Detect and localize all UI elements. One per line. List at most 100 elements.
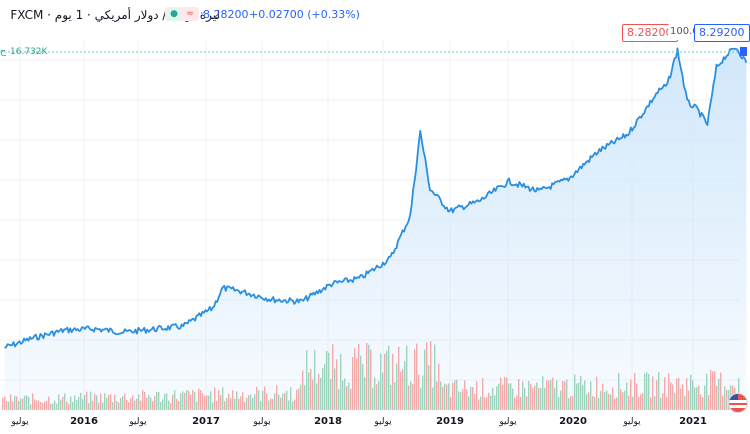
volume-bar [504,377,506,410]
volume-bar [52,403,54,410]
volume-bar [144,391,146,410]
volume-bar [620,389,622,410]
volume-bar [122,396,124,410]
volume-bar [160,402,162,410]
volume-bar [16,396,18,410]
volume-bar [240,396,242,410]
volume-bar [432,387,434,410]
volume-bar [566,379,568,410]
volume-bar [18,401,20,410]
status-dot-icon[interactable]: ● [165,7,183,21]
volume-bar [408,385,410,410]
volume-bar [220,395,222,410]
volume-bar [60,399,62,410]
ask-price-box[interactable]: 8.29200 [694,24,750,42]
volume-bar [324,363,326,410]
volume-bar [410,381,412,410]
volume-bar [648,373,650,410]
volume-bar [684,396,686,410]
volume-bar [214,387,216,410]
volume-bar [326,350,328,410]
volume-bar [412,383,414,410]
volume-bar [236,391,238,410]
volume-bar [12,401,14,410]
volume-bar [536,382,538,410]
volume-bar [688,390,690,410]
volume-bar [132,395,134,410]
volume-bar [244,402,246,410]
volume-bar [180,393,182,410]
volume-bar [604,392,606,410]
volume-bar [488,392,490,410]
volume-bar [546,380,548,410]
volume-bar [196,401,198,410]
volume-bar [490,395,492,410]
volume-bar [62,396,64,410]
volume-bar [176,398,178,410]
us-flag-icon[interactable] [728,393,748,413]
volume-bar [114,394,116,410]
volume-bar [514,397,516,410]
volume-bar [718,378,720,410]
volume-bar [328,352,330,410]
volume-bar [386,350,388,410]
volume-bar [318,373,320,410]
volume-bar [100,393,102,410]
volume-bar [382,372,384,410]
volume-bar [66,401,68,410]
volume-bar [342,380,344,410]
volume-bar [270,398,272,410]
volume-bar [674,392,676,410]
volume-bar [516,395,518,410]
volume-bar [174,390,176,410]
volume-bar [322,367,324,410]
volume-bar [168,400,170,410]
volume-bar [56,403,58,410]
volume-bar [204,395,206,410]
compare-icon[interactable]: ≈ [181,7,199,21]
volume-bar [346,386,348,410]
volume-bar [38,400,40,410]
volume-bar [330,379,332,410]
volume-bar [524,387,526,410]
volume-bar [350,388,352,410]
volume-bar [404,361,406,410]
volume-bar [48,396,50,410]
volume-bar [480,396,482,410]
volume-bar [110,394,112,410]
volume-bar [102,402,104,410]
volume-bar [64,393,66,410]
volume-bar [618,373,620,410]
volume-bar [184,392,186,410]
volume-bar [224,401,226,410]
volume-bar [262,390,264,410]
volume-bar [246,397,248,410]
volume-bar [468,396,470,410]
volume-bar [668,373,670,410]
volume-bar [592,396,594,410]
volume-bar [392,353,394,410]
volume-bar [266,393,268,410]
volume-bar [456,379,458,410]
volume-bar [666,397,668,410]
volume-bar [384,353,386,410]
volume-bar [258,390,260,410]
volume-bar [552,377,554,410]
volume-bar [414,349,416,410]
volume-bar [644,373,646,410]
volume-bar [558,397,560,410]
bid-price-box[interactable]: 8.28200 [622,24,678,42]
x-tick-label: 2019 [436,416,464,427]
volume-bar [212,402,214,410]
volume-bar [162,399,164,410]
volume-bar [428,365,430,410]
volume-bar [708,395,710,410]
volume-bar [302,370,304,410]
volume-bar [590,381,592,410]
volume-bar [472,386,474,410]
volume-bar [656,380,658,410]
volume-bar [40,401,42,410]
volume-bar [398,346,400,410]
